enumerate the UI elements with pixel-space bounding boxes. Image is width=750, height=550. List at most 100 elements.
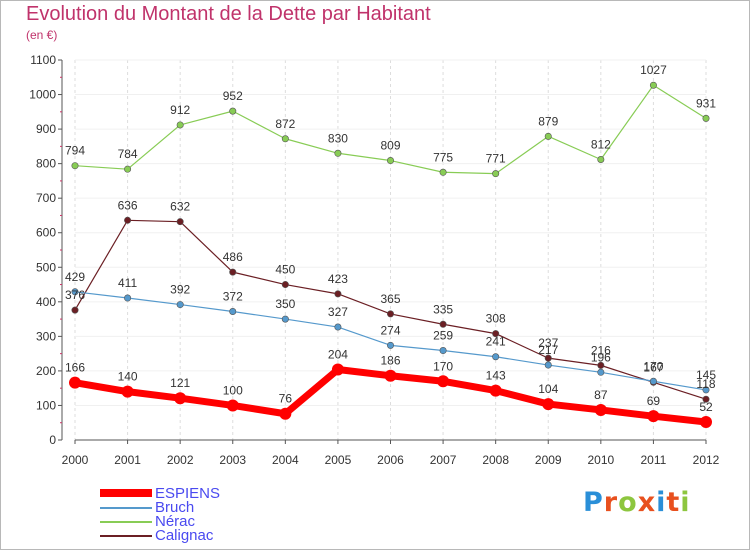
data-label: 274 <box>380 323 400 337</box>
data-label: 52 <box>699 400 713 414</box>
data-point <box>384 369 397 382</box>
legend-label: Bruch <box>155 499 195 516</box>
x-tick-label: 2001 <box>114 453 141 467</box>
data-point <box>544 132 552 140</box>
x-tick-label: 2011 <box>641 453 667 467</box>
data-point <box>229 268 237 276</box>
data-label: 372 <box>223 289 243 303</box>
data-label: 143 <box>486 369 506 383</box>
data-label: 100 <box>223 383 243 397</box>
logo-letter: t <box>666 487 681 518</box>
data-label: 376 <box>65 288 85 302</box>
data-point <box>386 341 394 349</box>
data-label: 121 <box>170 376 190 390</box>
data-point <box>492 170 500 178</box>
x-tick-label: 2006 <box>377 453 404 467</box>
data-point <box>437 375 450 388</box>
y-tick-label: 800 <box>36 157 56 171</box>
data-label: 140 <box>118 370 138 384</box>
data-point <box>71 162 79 170</box>
logo-letter: r <box>603 487 619 518</box>
data-point <box>492 353 500 361</box>
y-tick-label: 900 <box>36 122 56 136</box>
x-tick-label: 2000 <box>62 453 89 467</box>
data-label: 216 <box>591 343 611 357</box>
data-point <box>176 121 184 129</box>
data-point <box>702 386 710 394</box>
legend-swatch <box>100 507 152 509</box>
data-label: 166 <box>65 361 85 375</box>
data-label: 335 <box>433 302 453 316</box>
data-point <box>649 377 657 385</box>
data-point <box>386 157 394 165</box>
x-tick-label: 2008 <box>482 453 509 467</box>
data-label: 104 <box>538 382 558 396</box>
data-point <box>489 384 502 397</box>
legend-label: Nérac <box>155 513 196 530</box>
x-tick-label: 2010 <box>587 453 614 467</box>
data-label: 392 <box>170 283 190 297</box>
data-label: 411 <box>118 276 137 290</box>
x-tick-label: 2002 <box>167 453 194 467</box>
data-label: 241 <box>486 335 506 349</box>
data-point <box>702 395 710 403</box>
data-label: 794 <box>65 144 85 158</box>
data-label: 632 <box>170 200 190 214</box>
chart-unit: (en €) <box>26 28 58 42</box>
y-tick-label: 200 <box>36 364 56 378</box>
axes: 0 100 200 300 400 500 600 700 800 900 1000 1100 2000… <box>29 53 719 467</box>
y-tick-label: 100 <box>36 398 56 412</box>
x-tick-label: 2004 <box>272 453 299 467</box>
data-label: 259 <box>433 329 453 343</box>
data-label: 145 <box>696 368 716 382</box>
data-point <box>594 403 607 416</box>
logo-letter: i <box>680 487 691 518</box>
data-point <box>229 107 237 115</box>
y-tick-label: 700 <box>36 191 56 205</box>
data-label: 69 <box>647 394 661 408</box>
data-point <box>542 398 555 411</box>
data-point <box>281 135 289 143</box>
x-tick-label: 2003 <box>219 453 246 467</box>
data-label: 812 <box>591 137 611 151</box>
data-point <box>439 347 447 355</box>
logo-letter: x <box>637 487 657 518</box>
data-labels: 166 140 121 100 76 204 186 170 143 104 87 69 52 429 41… <box>65 63 716 414</box>
y-tick-label: 600 <box>36 226 56 240</box>
data-point <box>702 114 710 122</box>
proxiti-logo: Proxiti <box>583 487 691 518</box>
data-point <box>544 354 552 362</box>
data-point <box>229 307 237 315</box>
data-point <box>69 376 81 389</box>
x-tick-label: 2005 <box>325 453 352 467</box>
data-point <box>124 216 132 224</box>
data-label: 636 <box>118 198 138 212</box>
data-label: 186 <box>380 354 400 368</box>
data-label: 952 <box>223 89 243 103</box>
data-point <box>544 361 552 369</box>
data-label: 450 <box>275 263 295 277</box>
data-label: 771 <box>486 152 506 166</box>
y-tick-label: 400 <box>36 295 56 309</box>
data-label: 217 <box>538 343 558 357</box>
x-tick-label: 2009 <box>535 453 562 467</box>
data-label: 775 <box>433 150 453 164</box>
data-point <box>334 290 342 298</box>
data-point <box>649 81 657 89</box>
legend-label: Calignac <box>155 527 214 544</box>
data-point <box>439 320 447 328</box>
data-point <box>71 306 79 314</box>
data-label: 912 <box>170 103 190 117</box>
data-label: 872 <box>275 117 295 131</box>
data-label: 879 <box>538 114 558 128</box>
data-label: 170 <box>433 359 453 373</box>
data-label: 308 <box>486 312 506 326</box>
data-label: 423 <box>328 272 348 286</box>
data-point <box>281 315 289 323</box>
series-lines <box>69 81 712 429</box>
data-point <box>597 361 605 369</box>
chart-title: Evolution du Montant de la Dette par Hab… <box>26 3 431 25</box>
data-label: 1027 <box>640 63 667 77</box>
data-point <box>386 310 394 318</box>
